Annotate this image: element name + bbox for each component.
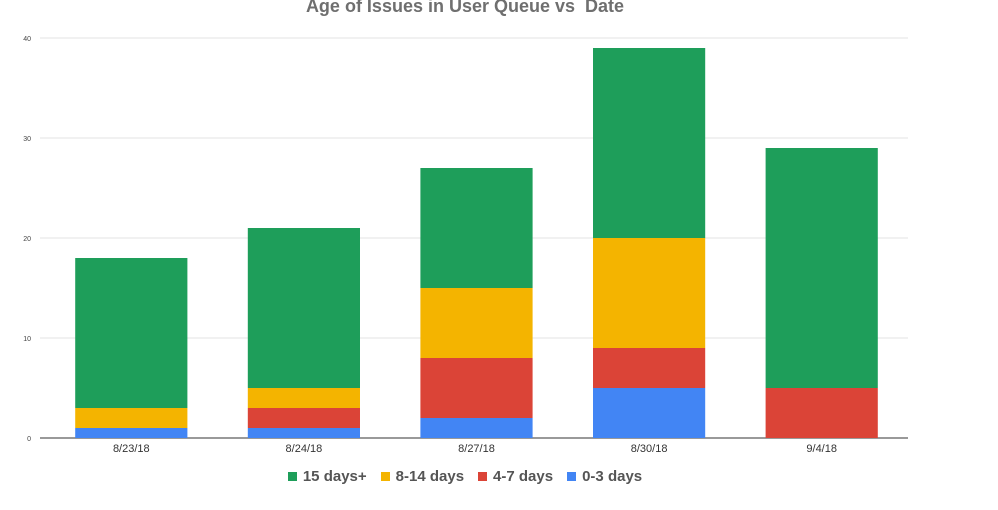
legend-label: 8-14 days — [395, 468, 465, 485]
legend-item: 8-14 days — [380, 468, 465, 485]
x-tick-label: 8/30/18 — [631, 443, 668, 455]
bar-segment-0-3-days — [420, 418, 533, 438]
bar-segment-15-days — [247, 228, 360, 388]
x-tick-label: 9/4/18 — [806, 443, 837, 455]
legend-swatch — [287, 472, 297, 481]
bar-segment-8-14-days — [247, 388, 360, 408]
legend-item: 0-3 days — [567, 468, 642, 485]
bar-segment-8-14-days — [593, 238, 706, 348]
bar-segment-15-days — [75, 258, 188, 408]
bar-segment-0-3-days — [75, 428, 188, 438]
bar-segment-0-3-days — [247, 428, 360, 438]
legend-label: 15 days+ — [302, 468, 367, 485]
bar-segment-4-7-days — [420, 358, 533, 418]
legend-label: 4-7 days — [493, 468, 554, 485]
legend: 15 days+ 8-14 days 4-7 days 0-3 days — [0, 468, 930, 485]
bar-segment-4-7-days — [765, 388, 878, 438]
y-tick-label: 0 — [27, 436, 31, 443]
bar-segment-0-3-days — [593, 388, 706, 438]
bar-segment-4-7-days — [247, 408, 360, 428]
bar-segment-8-14-days — [420, 288, 533, 358]
x-tick-label: 8/24/18 — [286, 443, 323, 455]
bar-segment-4-7-days — [593, 348, 706, 388]
legend-label: 0-3 days — [582, 468, 643, 485]
y-tick-label: 40 — [23, 36, 31, 43]
x-tick-label: 8/27/18 — [458, 443, 495, 455]
y-tick-label: 20 — [23, 236, 31, 243]
legend-item: 15 days+ — [287, 468, 367, 485]
y-tick-label: 10 — [23, 336, 31, 343]
bar-segment-15-days — [420, 168, 533, 288]
bar-segment-15-days — [765, 148, 878, 388]
y-tick-label: 30 — [23, 136, 31, 143]
bar-segment-15-days — [593, 48, 706, 238]
bar-segment-8-14-days — [75, 408, 188, 428]
x-tick-label: 8/23/18 — [113, 443, 150, 455]
legend-swatch — [478, 472, 488, 481]
legend-item: 4-7 days — [478, 468, 553, 485]
chart-title: Age of Issues in User Queue vs Date — [305, 0, 625, 16]
legend-swatch — [380, 472, 390, 481]
legend-swatch — [567, 472, 577, 481]
